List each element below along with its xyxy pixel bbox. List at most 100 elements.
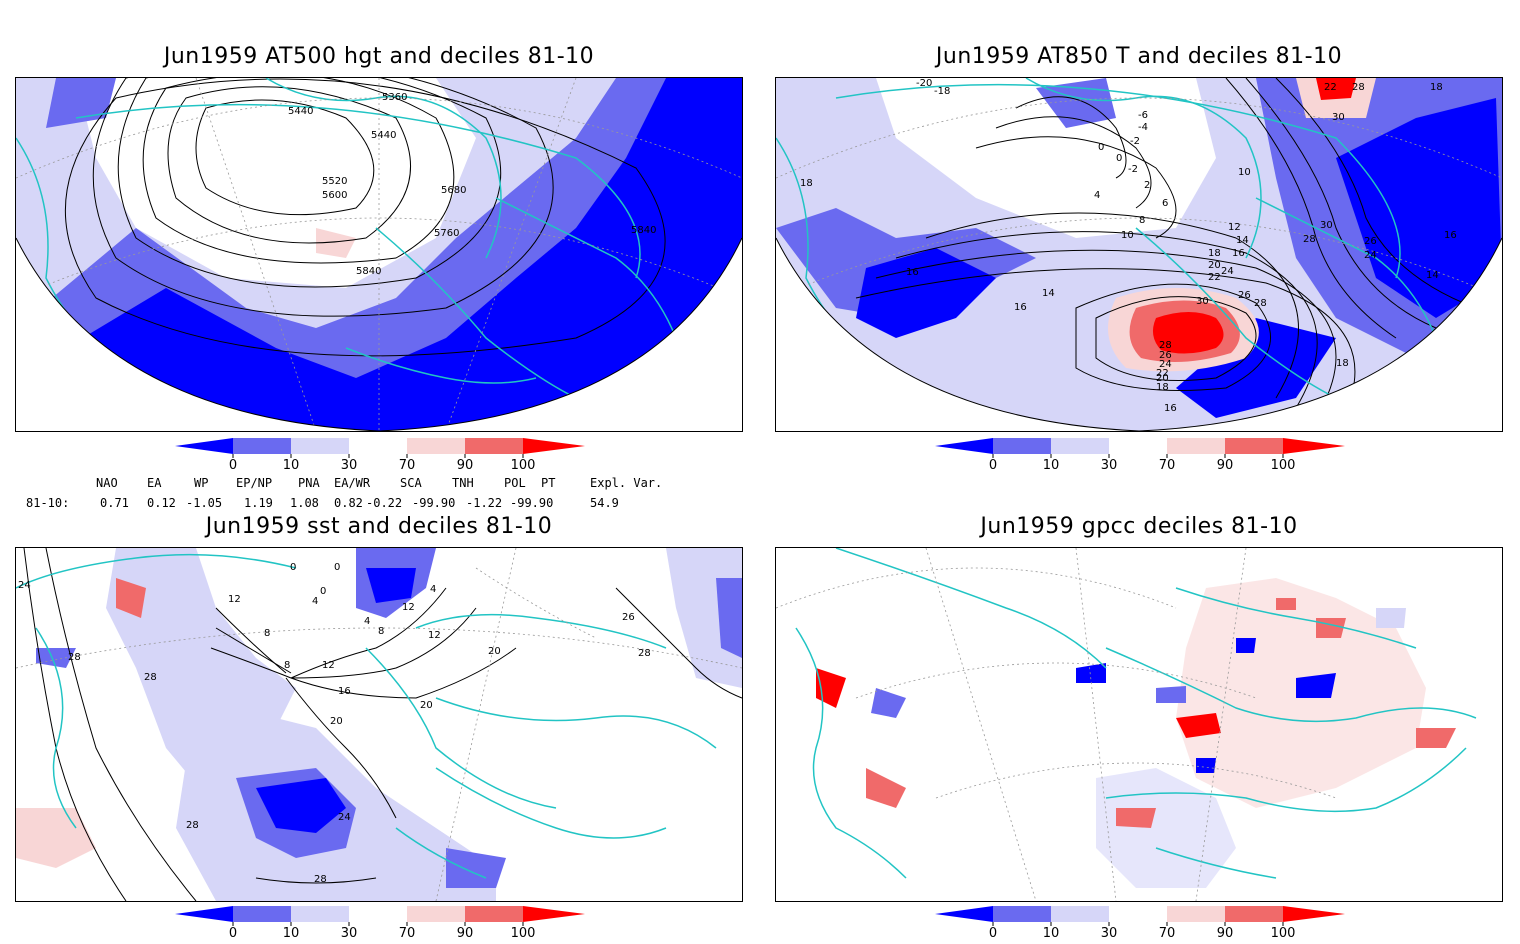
contour-label: 12 bbox=[228, 594, 241, 605]
contour-label: 4 bbox=[364, 616, 370, 627]
contour-label: 0 bbox=[290, 562, 296, 573]
contour-label: 30 bbox=[1320, 220, 1333, 231]
contour-label: 28 bbox=[68, 652, 81, 663]
contour-label: 22 bbox=[1324, 82, 1337, 93]
contour-label: 30 bbox=[1332, 112, 1345, 123]
contour-label: 8 bbox=[264, 628, 270, 639]
index-header: Expl. Var. bbox=[590, 476, 663, 490]
colorbar-tick-label: 100 bbox=[1271, 458, 1296, 472]
index-value: -99.90 bbox=[510, 496, 554, 510]
contour-label: 5840 bbox=[631, 225, 656, 236]
contour-label: 8 bbox=[284, 660, 290, 671]
contour-label: 18 bbox=[1430, 82, 1443, 93]
contour-label: 20 bbox=[420, 700, 433, 711]
colorbar-tick-label: 0 bbox=[229, 926, 237, 940]
contour-label: 20 bbox=[1208, 260, 1221, 271]
contour-label: -18 bbox=[934, 86, 950, 97]
colorbar-tick-label: 70 bbox=[1159, 458, 1176, 472]
colorbar-tick-label: 100 bbox=[511, 458, 536, 472]
contour-label: 26 bbox=[1159, 350, 1172, 361]
contour-label: 8 bbox=[1139, 215, 1145, 226]
contour-label: 18 bbox=[1156, 382, 1169, 393]
contour-label: 30 bbox=[1196, 296, 1209, 307]
contour-label: 28 bbox=[1303, 234, 1316, 245]
contour-label: 0 bbox=[320, 586, 326, 597]
colorbar-tick-label: 30 bbox=[341, 926, 358, 940]
index-header: PNA bbox=[298, 476, 320, 490]
colorbar-gpcc: 0 10 30 70 90 100 bbox=[935, 906, 1345, 941]
contour-label: 28 bbox=[1352, 82, 1365, 93]
colorbar-tick-label: 0 bbox=[989, 926, 997, 940]
index-value: -1.22 bbox=[466, 496, 503, 510]
panel-title-at850: Jun1959 AT850 T and deciles 81-10 bbox=[935, 44, 1343, 69]
contour-label: 20 bbox=[488, 646, 501, 657]
contour-label: 16 bbox=[1164, 403, 1177, 414]
contour-label: 2 bbox=[1144, 180, 1150, 191]
map-sst: 24 28 28 12 8 8 4 0 0 0 4 4 8 12 12 16 2… bbox=[15, 547, 743, 902]
map-at850: -20 -18 -6 -4 -2 0 -2 0 2 4 6 8 10 10 12… bbox=[775, 77, 1503, 432]
contour-label: 12 bbox=[1228, 222, 1241, 233]
contour-label: 14 bbox=[1426, 270, 1439, 281]
contour-label: -6 bbox=[1138, 110, 1148, 121]
index-value: 0.71 bbox=[100, 496, 129, 510]
contour-label: 16 bbox=[1014, 302, 1027, 313]
contour-label: 10 bbox=[1238, 167, 1251, 178]
colorbar-tick-label: 10 bbox=[1043, 458, 1060, 472]
index-value: 54.9 bbox=[590, 496, 619, 510]
index-header: WP bbox=[194, 476, 209, 490]
index-value: -99.90 bbox=[412, 496, 456, 510]
colorbar-tick-label: 30 bbox=[341, 458, 358, 472]
contour-label: 18 bbox=[800, 178, 813, 189]
contour-label: 8 bbox=[378, 626, 384, 637]
contour-label: 26 bbox=[1238, 290, 1251, 301]
contour-label: 24 bbox=[1221, 266, 1234, 277]
contour-label: 22 bbox=[1156, 368, 1169, 379]
panel-title-at500: Jun1959 AT500 hgt and deciles 81-10 bbox=[163, 44, 595, 69]
index-header: POL bbox=[504, 476, 526, 490]
contour-label: 0 bbox=[1098, 142, 1104, 153]
colorbar-tick-label: 90 bbox=[457, 458, 474, 472]
contour-label: 12 bbox=[402, 602, 415, 613]
index-value: 1.08 bbox=[290, 496, 319, 510]
index-header: PT bbox=[541, 476, 556, 490]
index-value: -1.05 bbox=[186, 496, 223, 510]
index-header: SCA bbox=[400, 476, 422, 490]
colorbar-at850: 0 10 30 70 90 100 bbox=[935, 438, 1345, 473]
colorbar-tick-label: 100 bbox=[1271, 926, 1296, 940]
contour-label: 26 bbox=[622, 612, 635, 623]
contour-label: 6 bbox=[1162, 198, 1168, 209]
colorbar-tick-label: 70 bbox=[399, 926, 416, 940]
colorbar-tick-label: 70 bbox=[1159, 926, 1176, 940]
contour-label: 5360 bbox=[382, 92, 407, 103]
contour-label: 26 bbox=[1364, 236, 1377, 247]
contour-label: 22 bbox=[1208, 272, 1221, 283]
map-at500: 5360 5440 5440 5520 5600 5680 5760 5840 … bbox=[15, 77, 743, 432]
contour-label: 28 bbox=[1254, 298, 1267, 309]
colorbar-tick-label: 90 bbox=[1217, 458, 1234, 472]
teleconnection-indices: NAO EA WP EP/NP PNA EA/WR SCA TNH POL PT… bbox=[20, 472, 720, 516]
contour-label: 5520 bbox=[322, 176, 347, 187]
index-header: TNH bbox=[452, 476, 474, 490]
contour-label: 16 bbox=[906, 267, 919, 278]
index-value: 0.12 bbox=[147, 496, 176, 510]
colorbar-tick-label: 0 bbox=[229, 458, 237, 472]
contour-label: 14 bbox=[1042, 288, 1055, 299]
contour-label: 20 bbox=[1156, 373, 1169, 384]
colorbar-sst: 0 10 30 70 90 100 bbox=[175, 906, 585, 941]
contour-label: 5440 bbox=[371, 130, 396, 141]
contour-label: 28 bbox=[1159, 340, 1172, 351]
colorbar-tick-label: 70 bbox=[399, 458, 416, 472]
contour-label: 28 bbox=[144, 672, 157, 683]
contour-label: 24 bbox=[338, 812, 351, 823]
contour-label: 24 bbox=[1159, 359, 1172, 370]
contour-label: 28 bbox=[638, 648, 651, 659]
contour-label: -20 bbox=[916, 78, 932, 89]
contour-label: 5600 bbox=[322, 190, 347, 201]
colorbar-tick-label: 30 bbox=[1101, 926, 1118, 940]
contour-label: 5440 bbox=[288, 106, 313, 117]
colorbar-tick-label: 30 bbox=[1101, 458, 1118, 472]
contour-label: 12 bbox=[428, 630, 441, 641]
index-header: EA/WR bbox=[334, 476, 371, 490]
colorbar-tick-label: 10 bbox=[283, 926, 300, 940]
index-header: EA bbox=[147, 476, 162, 490]
